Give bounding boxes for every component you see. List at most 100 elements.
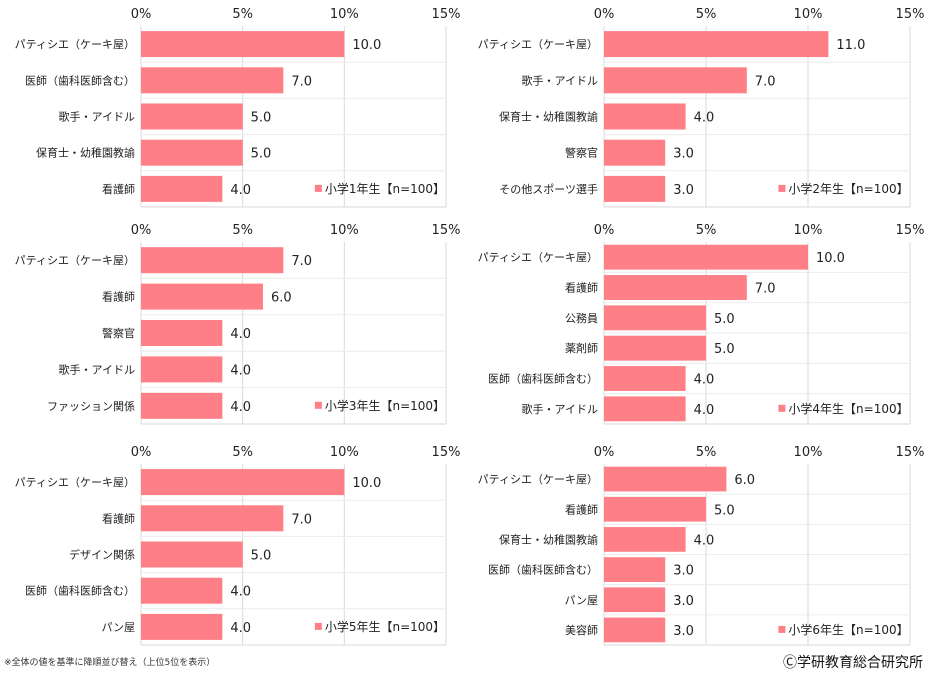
data-label: 4.0 <box>230 621 251 636</box>
legend-label: 小学3年生【n=100】 <box>325 398 445 413</box>
bar <box>141 320 223 346</box>
category-label: 警察官 <box>102 326 135 340</box>
category-label: 看護師 <box>565 502 598 516</box>
data-label: 5.0 <box>251 111 272 126</box>
bar <box>604 67 747 94</box>
category-label: パン屋 <box>564 594 598 607</box>
data-label: 5.0 <box>251 549 272 564</box>
bar <box>604 466 727 492</box>
legend-label: 小学1年生【n=100】 <box>325 181 445 196</box>
category-label: 医師（歯科医師含む） <box>488 563 598 577</box>
x-tick-label: 5% <box>696 7 717 22</box>
chart-panel-3: 0% 5% 10% 15% パティシエ（ケーキ屋） 7.0 看護師 6.0 警察官 4.0 歌手・ア… <box>15 223 460 425</box>
legend-swatch <box>314 184 322 192</box>
x-tick-label: 10% <box>794 7 823 22</box>
x-tick-label: 10% <box>794 445 823 460</box>
legend-label: 小学2年生【n=100】 <box>788 181 908 196</box>
footnote: ※全体の値を基準に降順並び替え（上位5位を表示） <box>4 658 216 668</box>
bar <box>604 527 686 552</box>
data-label: 7.0 <box>291 512 312 527</box>
data-label: 3.0 <box>673 147 694 162</box>
category-label: 保育士・幼稚園教諭 <box>499 532 598 546</box>
category-label: パティシエ（ケーキ屋） <box>478 251 598 264</box>
category-label: 美容師 <box>565 623 598 637</box>
bar <box>141 103 243 130</box>
data-label: 4.0 <box>694 533 715 548</box>
bar <box>141 175 223 202</box>
bar <box>604 617 666 643</box>
category-label: 医師（歯科医師含む） <box>488 372 598 386</box>
bar <box>141 392 223 419</box>
bar <box>604 335 706 361</box>
legend-label: 小学6年生【n=100】 <box>788 622 908 637</box>
data-label: 7.0 <box>291 254 312 269</box>
bar <box>604 587 666 613</box>
x-tick-label: 10% <box>330 445 359 460</box>
data-label: 5.0 <box>714 312 735 327</box>
legend-label: 小学4年生【n=100】 <box>788 401 908 416</box>
x-tick-label: 0% <box>131 445 152 460</box>
data-label: 3.0 <box>673 564 694 579</box>
chart-panel-1: 0% 5% 10% 15% パティシエ（ケーキ屋） 10.0 医師（歯科医師含む） 7.0 歌手… <box>15 7 461 208</box>
data-label: 5.0 <box>714 503 735 518</box>
category-label: 歌手・アイドル <box>522 73 598 87</box>
category-label: 歌手・アイドル <box>522 402 598 416</box>
data-label: 10.0 <box>816 251 845 266</box>
chart-panel-4: 0% 5% 10% 15% パティシエ（ケーキ屋） 10.0 看護師 7.0 公務員 5.0 薬剤師… <box>478 223 925 425</box>
bar <box>604 244 808 270</box>
category-label: 歌手・アイドル <box>59 362 135 376</box>
category-label: パティシエ（ケーキ屋） <box>15 38 135 51</box>
bar <box>141 247 284 274</box>
category-label: パン屋 <box>101 621 135 634</box>
x-tick-label: 5% <box>232 7 253 22</box>
legend-swatch <box>778 184 786 192</box>
data-label: 6.0 <box>271 291 292 306</box>
bar <box>141 67 284 94</box>
data-label: 4.0 <box>230 327 251 342</box>
bar <box>141 469 345 496</box>
data-label: 4.0 <box>694 111 715 126</box>
x-tick-label: 15% <box>896 445 925 460</box>
category-label: ファッション関係 <box>47 400 135 413</box>
category-label: パティシエ（ケーキ屋） <box>478 38 598 51</box>
x-tick-label: 15% <box>896 7 925 22</box>
x-tick-label: 15% <box>896 223 925 238</box>
data-label: 7.0 <box>755 74 776 89</box>
bar <box>604 139 666 166</box>
x-tick-label: 15% <box>432 445 461 460</box>
bar <box>604 31 829 58</box>
legend-swatch <box>314 401 322 409</box>
data-label: 3.0 <box>673 594 694 609</box>
x-tick-label: 15% <box>432 7 461 22</box>
data-label: 10.0 <box>352 476 381 491</box>
category-label: 警察官 <box>565 146 598 160</box>
x-tick-label: 0% <box>594 7 615 22</box>
data-label: 7.0 <box>755 282 776 297</box>
bar <box>141 31 345 58</box>
category-label: パティシエ（ケーキ屋） <box>478 473 598 486</box>
bar <box>604 103 686 130</box>
data-label: 4.0 <box>230 363 251 378</box>
x-tick-label: 10% <box>330 223 359 238</box>
category-label: 看護師 <box>102 290 135 304</box>
x-tick-label: 5% <box>696 445 717 460</box>
chart-panel-6: 0% 5% 10% 15% パティシエ（ケーキ屋） 6.0 看護師 5.0 保育士・幼稚園教諭 4… <box>478 445 925 646</box>
category-label: パティシエ（ケーキ屋） <box>15 254 135 267</box>
category-label: その他スポーツ選手 <box>499 182 598 196</box>
bar <box>141 577 223 604</box>
data-label: 7.0 <box>291 74 312 89</box>
data-label: 4.0 <box>230 183 251 198</box>
chart-panel-5: 0% 5% 10% 15% パティシエ（ケーキ屋） 10.0 看護師 7.0 デザイン関係 5.0… <box>15 445 461 646</box>
data-label: 10.0 <box>352 38 381 53</box>
category-label: パティシエ（ケーキ屋） <box>15 476 135 489</box>
data-label: 3.0 <box>673 624 694 639</box>
bar <box>141 613 223 640</box>
data-label: 4.0 <box>230 400 251 415</box>
chart-panel-2: 0% 5% 10% 15% パティシエ（ケーキ屋） 11.0 歌手・アイドル 7.0 保育士・幼… <box>478 7 925 208</box>
x-tick-label: 0% <box>594 445 615 460</box>
category-label: 歌手・アイドル <box>59 110 135 124</box>
category-label: 医師（歯科医師含む） <box>25 584 135 598</box>
category-label: 看護師 <box>102 182 135 196</box>
bar <box>141 356 223 383</box>
